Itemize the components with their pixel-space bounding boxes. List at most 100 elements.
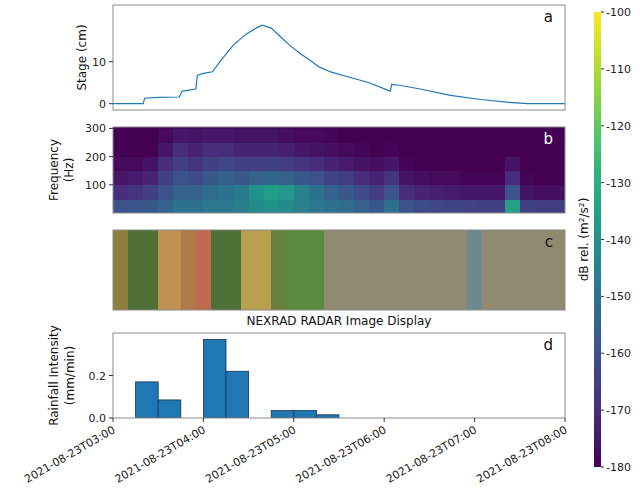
spectrogram-cell xyxy=(475,199,491,213)
y-axis-title-line: (mm/min) xyxy=(63,346,77,405)
spectrogram-cell xyxy=(264,199,280,213)
spectrogram-cell xyxy=(128,199,144,213)
spectrogram-cell xyxy=(294,128,310,143)
plot-area xyxy=(113,25,565,104)
spectrogram-cell xyxy=(249,171,265,186)
spectrogram-cell xyxy=(218,185,234,200)
y-tick-label: 0 xyxy=(99,98,106,111)
x-tick xyxy=(384,418,385,422)
x-tick xyxy=(113,418,114,422)
spectrogram-cell xyxy=(444,199,460,213)
panel-frame xyxy=(113,230,565,310)
spectrogram-cell xyxy=(339,199,355,213)
spectrogram-cell xyxy=(475,171,491,186)
colorbar-tick xyxy=(601,296,604,297)
spectrogram-cell xyxy=(399,185,415,200)
colorbar-tick-label: -110 xyxy=(606,63,631,76)
spectrogram-cell xyxy=(460,171,476,186)
spectrogram-cell xyxy=(173,128,189,143)
radar-segment xyxy=(196,230,212,310)
y-tick-label: 0.2 xyxy=(89,370,107,383)
spectrogram-cell xyxy=(309,171,325,186)
spectrogram-cell xyxy=(354,199,370,213)
spectrogram-cell xyxy=(143,143,159,158)
spectrogram-cell xyxy=(550,199,565,213)
spectrogram-cell xyxy=(218,128,234,143)
rain-bar xyxy=(271,411,294,418)
spectrogram-cell xyxy=(490,171,506,186)
spectrogram-cell xyxy=(505,157,521,172)
spectrogram-cell xyxy=(309,157,325,172)
colorbar-tick xyxy=(601,467,604,468)
spectrogram-cell xyxy=(309,143,325,158)
spectrogram-cell xyxy=(414,128,430,143)
y-axis-title-line: Rainfall Intensity xyxy=(47,325,61,426)
spectrogram-cell xyxy=(143,171,159,186)
spectrogram-cell xyxy=(399,171,415,186)
spectrogram-cell xyxy=(444,128,460,143)
spectrogram-cell xyxy=(354,157,370,172)
spectrogram-cell xyxy=(520,171,536,186)
spectrogram-cell xyxy=(444,185,460,200)
spectrogram-cell xyxy=(324,185,340,200)
spectrogram-cell xyxy=(203,157,219,172)
radar-segment xyxy=(467,230,483,310)
spectrogram-cell xyxy=(520,157,536,172)
rain-bar xyxy=(294,411,317,418)
spectrogram-cell xyxy=(218,157,234,172)
y-tick xyxy=(109,103,113,104)
colorbar-tick xyxy=(601,239,604,240)
spectrogram-cell xyxy=(520,185,536,200)
spectrogram-cell xyxy=(490,128,506,143)
spectrogram-cell xyxy=(384,128,400,143)
spectrogram-cell xyxy=(294,143,310,158)
radar-segment xyxy=(286,230,324,310)
spectrogram-cell xyxy=(264,185,280,200)
spectrogram-cell xyxy=(279,171,295,186)
colorbar-tick xyxy=(601,125,604,126)
spectrogram-cell xyxy=(369,157,385,172)
spectrogram-cell xyxy=(264,157,280,172)
spectrogram-cell xyxy=(234,128,250,143)
spectrogram-cell xyxy=(324,128,340,143)
spectrogram-cell xyxy=(324,157,340,172)
colorbar-tick xyxy=(601,353,604,354)
spectrogram-cell xyxy=(475,185,491,200)
spectrogram-cell xyxy=(249,128,265,143)
spectrogram-cell xyxy=(535,171,551,186)
spectrogram-cell xyxy=(203,185,219,200)
y-axis-title: Stage (cm) xyxy=(75,24,89,90)
panel-letter: a xyxy=(544,8,553,26)
spectrogram-cell xyxy=(505,171,521,186)
spectrogram-cell xyxy=(384,143,400,158)
spectrogram-cell xyxy=(490,143,506,158)
colorbar-tick-label: -100 xyxy=(606,6,631,19)
spectrogram-cell xyxy=(460,157,476,172)
y-axis-title-line: Stage (cm) xyxy=(75,24,89,90)
spectrogram-cell xyxy=(505,199,521,213)
y-tick xyxy=(109,128,113,129)
y-tick-label: 200 xyxy=(85,151,106,164)
spectrogram-cell xyxy=(444,143,460,158)
spectrogram-cell xyxy=(249,199,265,213)
spectrogram-cell xyxy=(399,128,415,143)
spectrogram-cell xyxy=(173,185,189,200)
spectrogram-cell xyxy=(113,171,129,186)
y-tick xyxy=(109,184,113,185)
spectrogram-cell xyxy=(414,143,430,158)
y-tick xyxy=(109,375,113,376)
spectrogram-cell xyxy=(294,185,310,200)
radar-segment xyxy=(211,230,242,310)
panel-frame xyxy=(113,333,565,418)
colorbar-tick xyxy=(601,182,604,183)
spectrogram-cell xyxy=(429,157,445,172)
spectrogram-cell xyxy=(188,185,204,200)
colorbar-tick-label: -130 xyxy=(606,177,631,190)
spectrogram-cell xyxy=(264,171,280,186)
spectrogram-cell xyxy=(294,199,310,213)
spectrogram-cell xyxy=(309,185,325,200)
colorbar-tick xyxy=(601,410,604,411)
x-tick-label: 2021-08-23T05:00 xyxy=(203,423,298,485)
spectrogram-cell xyxy=(279,199,295,213)
y-tick xyxy=(109,156,113,157)
